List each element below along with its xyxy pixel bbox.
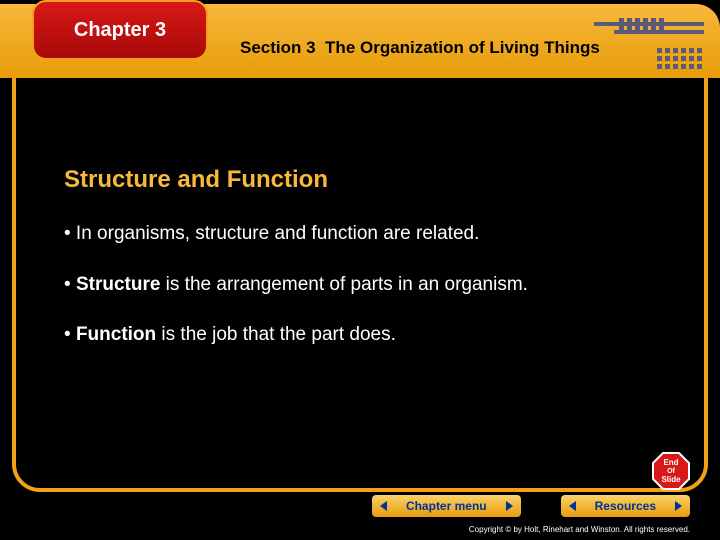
- content-area: Structure and Function • In organisms, s…: [64, 166, 656, 374]
- chapter-tab: Chapter 3: [32, 0, 208, 60]
- svg-text:Slide: Slide: [661, 475, 681, 484]
- bullet-item: • Structure is the arrangement of parts …: [64, 273, 656, 298]
- bullet-item: • In organisms, structure and function a…: [64, 222, 656, 247]
- svg-text:End: End: [663, 458, 678, 467]
- svg-text:Of: Of: [667, 468, 675, 475]
- bullet-item: • Function is the job that the part does…: [64, 323, 656, 348]
- header-decoration: [584, 16, 704, 78]
- chapter-menu-button[interactable]: Chapter menu: [372, 495, 521, 517]
- slide-frame: Section 3 The Organization of Living Thi…: [12, 12, 708, 492]
- copyright-text: Copyright © by Holt, Rinehart and Winsto…: [469, 525, 690, 534]
- resources-button[interactable]: Resources: [561, 495, 690, 517]
- slide-heading: Structure and Function: [64, 166, 656, 194]
- section-title: Section 3 The Organization of Living Thi…: [240, 38, 600, 58]
- chapter-label: Chapter 3: [74, 19, 166, 42]
- end-of-slide-icon[interactable]: End Of Slide: [650, 450, 692, 492]
- footer-bar: Chapter menu Resources: [0, 496, 720, 516]
